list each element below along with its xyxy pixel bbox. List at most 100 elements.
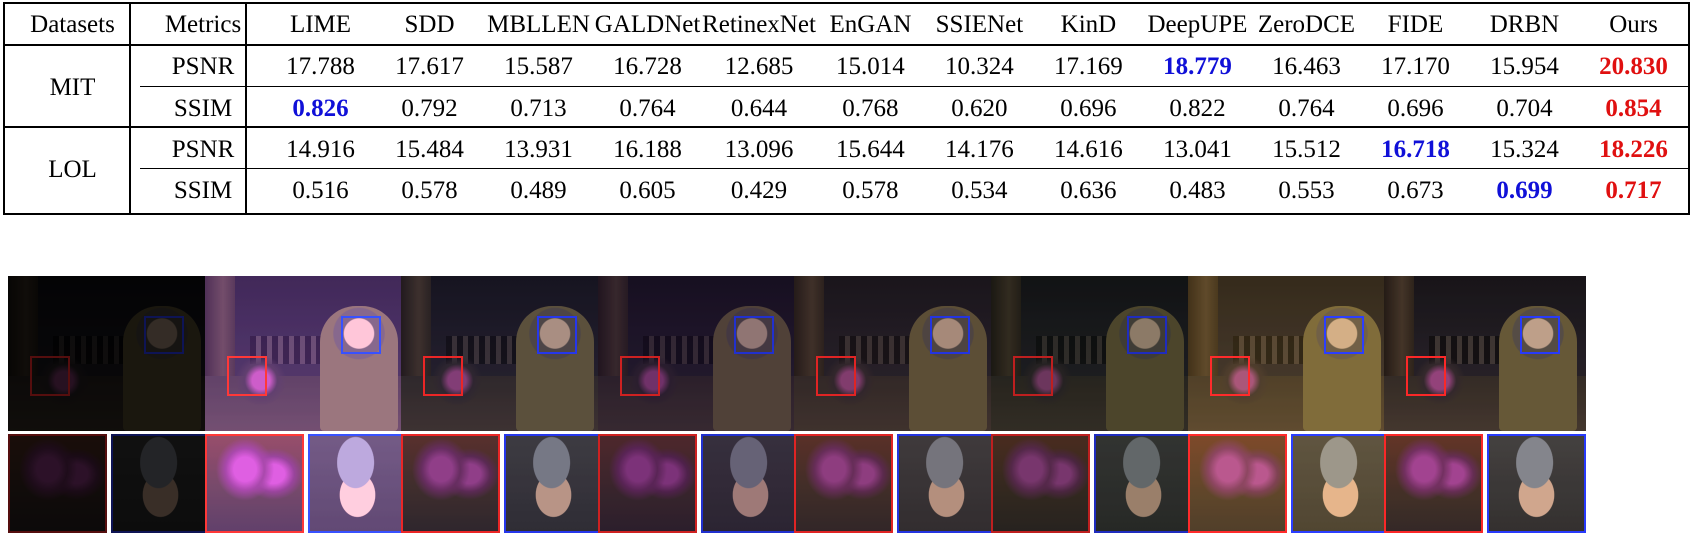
table-cell: 0.534: [951, 176, 1008, 204]
metric-label: PSNR: [171, 135, 235, 163]
table-cell: 13.096: [724, 135, 794, 163]
dataset-label-mit: MIT: [49, 73, 96, 101]
table-cell: 17.170: [1381, 53, 1450, 80]
qualitative-comparison: [8, 276, 1690, 533]
table-cell: 0.620: [951, 94, 1008, 122]
table-cell: 0.704: [1496, 94, 1553, 122]
table-cell: 18.779: [1163, 53, 1232, 80]
red-zoom-crop: [1384, 434, 1483, 533]
table-cell: 0.578: [401, 176, 458, 204]
header-method: GALDNet: [594, 11, 701, 38]
header-method: FIDE: [1387, 11, 1444, 38]
table-cell: 17.788: [286, 53, 355, 80]
blue-roi-box: [1520, 316, 1560, 354]
scene-image: [1188, 276, 1390, 431]
table-cell: 15.484: [395, 135, 464, 163]
blue-roi-box: [930, 316, 970, 354]
table-cell: 0.699: [1496, 176, 1553, 204]
table-cell: 14.916: [286, 135, 355, 163]
table-cell: 10.324: [945, 53, 1014, 80]
table-cell: 16.728: [613, 53, 682, 80]
red-roi-box: [1013, 356, 1053, 396]
table-cell: 15.324: [1490, 135, 1559, 163]
table-cell: 15.954: [1490, 53, 1559, 80]
header-method: DeepUPE: [1147, 11, 1248, 38]
red-roi-box: [30, 356, 70, 396]
table-cell: 0.822: [1169, 94, 1226, 122]
table-cell: 15.587: [504, 53, 573, 80]
table-cell: 18.226: [1599, 135, 1668, 163]
table-cell: 0.764: [619, 94, 676, 122]
scene-image: [991, 276, 1193, 431]
blue-roi-box: [341, 316, 381, 354]
red-roi-box: [1406, 356, 1446, 396]
table-cell: 0.605: [619, 176, 676, 204]
header-method: RetinexNet: [702, 11, 816, 38]
blue-zoom-crop: [897, 434, 996, 533]
comparison-panel-result-2: [205, 276, 407, 533]
blue-zoom-crop: [111, 434, 210, 533]
table-cell: 15.014: [836, 53, 905, 80]
red-zoom-crop: [401, 434, 500, 533]
blue-zoom-crop: [1094, 434, 1193, 533]
results-table: Datasets Metrics LIME SDD MBLLEN GALDNet…: [3, 2, 1690, 215]
header-method: EnGAN: [829, 11, 912, 38]
blue-zoom-crop: [504, 434, 603, 533]
red-roi-box: [423, 356, 463, 396]
blue-roi-box: [144, 316, 184, 354]
table-cell: 14.176: [945, 135, 1014, 163]
table-cell: 0.644: [730, 94, 788, 122]
scene-image: [598, 276, 800, 431]
blue-roi-box: [734, 316, 774, 354]
row-rule: [140, 86, 1688, 87]
header-method: Ours: [1609, 11, 1658, 38]
header-datasets: Datasets: [30, 11, 115, 38]
red-roi-box: [1210, 356, 1250, 396]
table-cell: 12.685: [724, 53, 794, 80]
group-rule: [5, 126, 1688, 128]
table-cell: 0.768: [842, 94, 899, 122]
table-cell: 0.792: [401, 94, 458, 122]
metric-label: SSIM: [173, 94, 233, 122]
red-zoom-crop: [205, 434, 304, 533]
comparison-panel-result-4: [598, 276, 800, 533]
scene-image: [794, 276, 996, 431]
red-roi-box: [620, 356, 660, 396]
table-cell: 0.673: [1387, 176, 1444, 204]
table-cell: 0.826: [292, 94, 349, 122]
table-cell: 0.713: [510, 94, 567, 122]
column-rule: [245, 4, 247, 213]
blue-roi-box: [1324, 316, 1364, 354]
table-cell: 0.764: [1278, 94, 1335, 122]
comparison-panel-result-5: [794, 276, 996, 533]
table-cell: 14.616: [1054, 135, 1123, 163]
header-method: MBLLEN: [487, 11, 590, 38]
scene-image: [401, 276, 603, 431]
header-method: KinD: [1060, 11, 1117, 38]
header-method: DRBN: [1489, 11, 1560, 38]
comparison-panel-result-8: [1384, 276, 1586, 533]
comparison-panel-input: [8, 276, 210, 533]
table-cell: 0.429: [730, 176, 788, 204]
red-roi-box: [816, 356, 856, 396]
table-cell: 0.636: [1060, 176, 1117, 204]
blue-roi-box: [1127, 316, 1167, 354]
comparison-panel-result-7: [1188, 276, 1390, 533]
header-method: SSIENet: [935, 11, 1024, 38]
blue-zoom-crop: [308, 434, 407, 533]
blue-zoom-crop: [1291, 434, 1390, 533]
table-cell: 0.854: [1605, 94, 1662, 122]
header-method: ZeroDCE: [1257, 11, 1356, 38]
table-cell: 17.617: [395, 53, 464, 80]
table-cell: 17.169: [1054, 53, 1123, 80]
red-zoom-crop: [794, 434, 893, 533]
red-zoom-crop: [1188, 434, 1287, 533]
scene-image: [1384, 276, 1586, 431]
table-cell: 0.553: [1278, 176, 1335, 204]
table-cell: 0.696: [1387, 94, 1444, 122]
blue-zoom-crop: [1487, 434, 1586, 533]
table-cell: 0.696: [1060, 94, 1117, 122]
red-roi-box: [227, 356, 267, 396]
scene-image: [8, 276, 210, 431]
red-zoom-crop: [991, 434, 1090, 533]
